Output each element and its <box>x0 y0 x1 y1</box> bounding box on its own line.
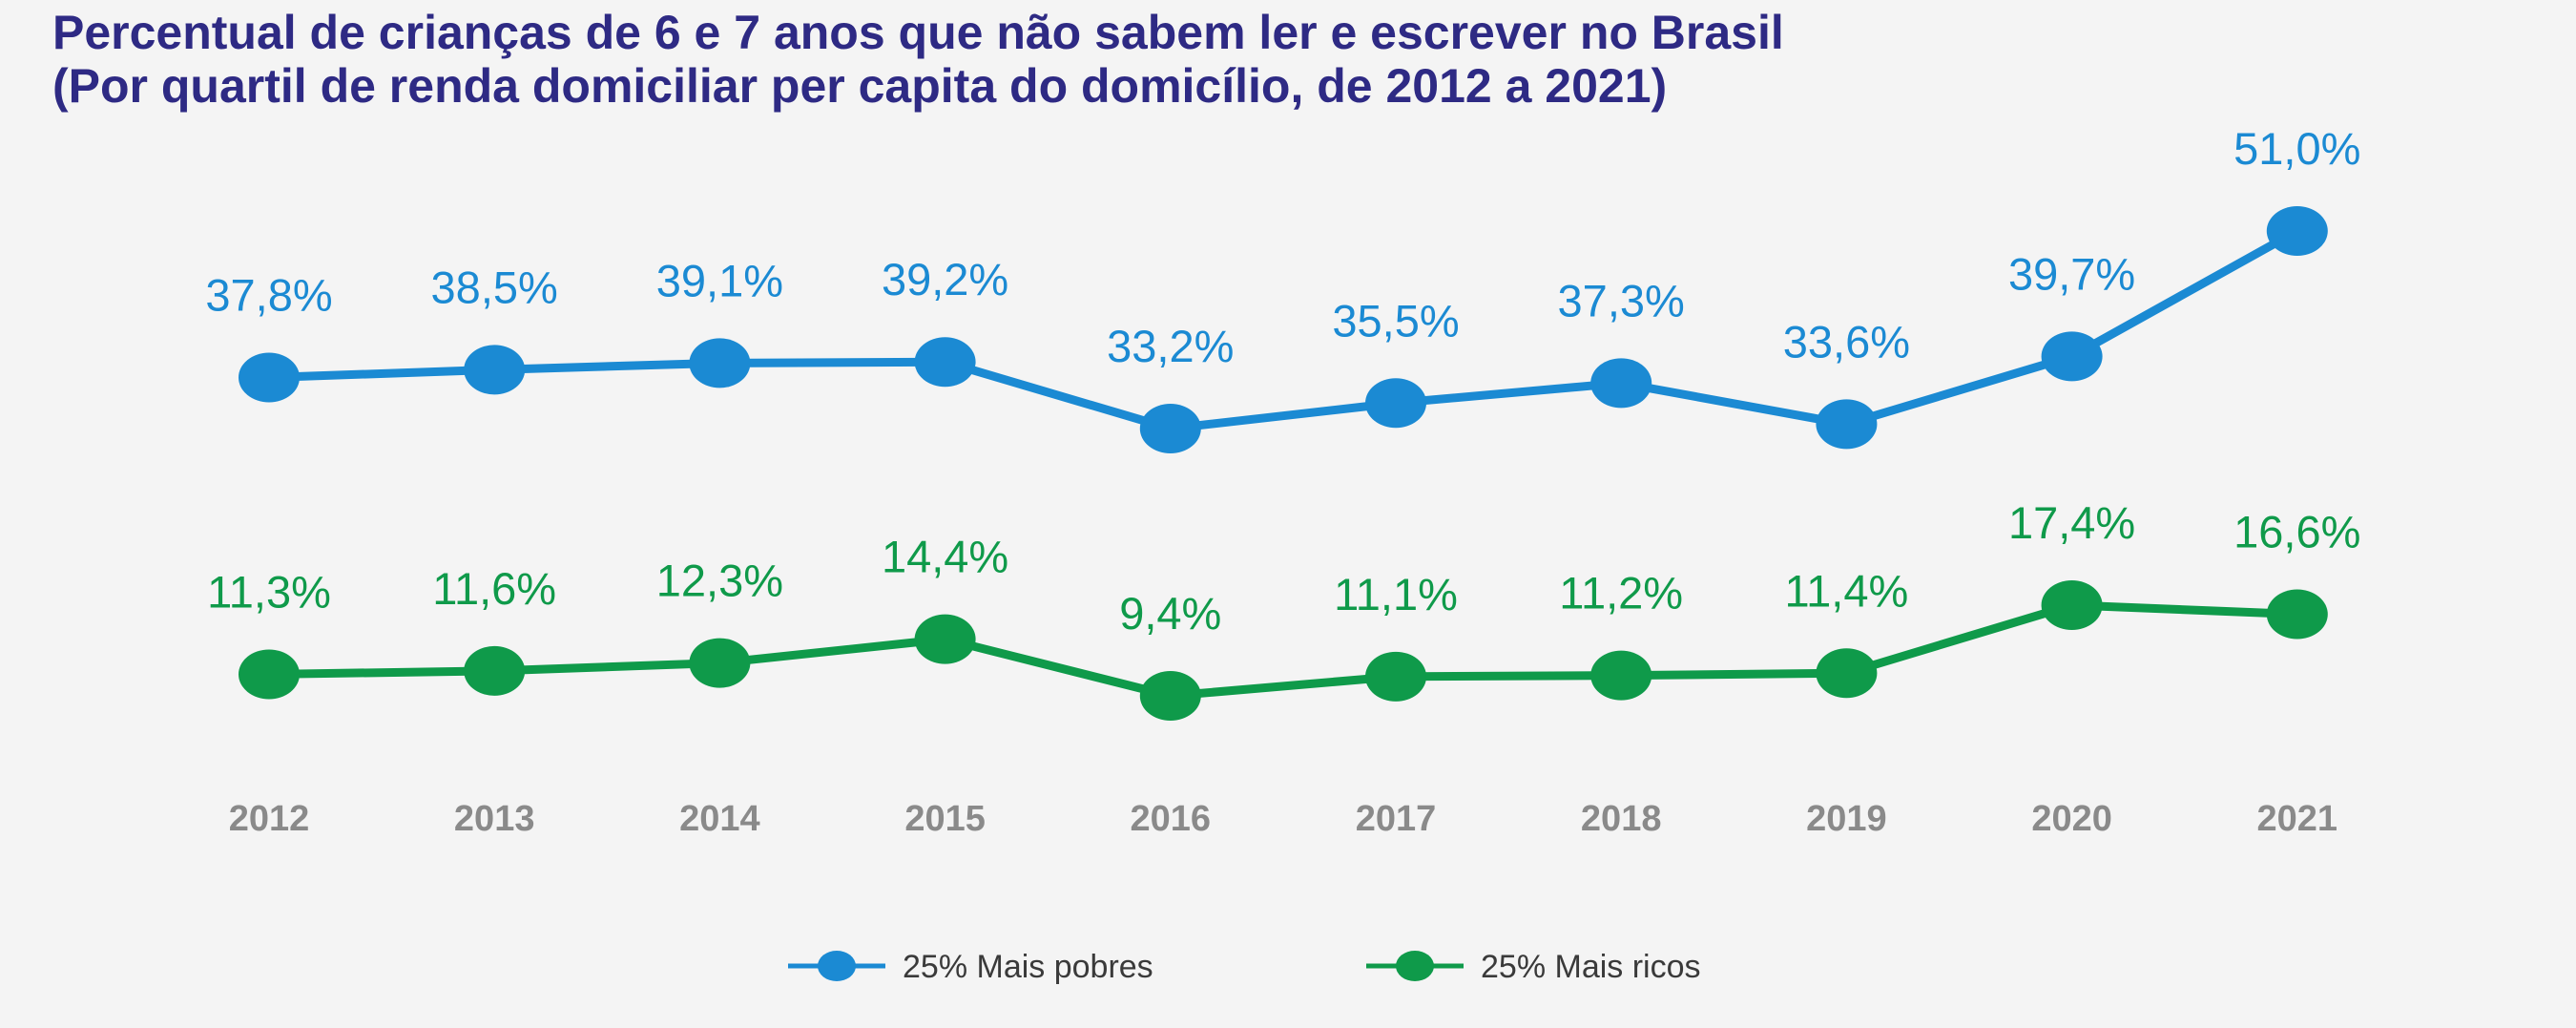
series-2: 11,3% 11,6% 12,3% 14,4% 9,4% 11,1% 11,2% 11,4% 1… <box>207 497 2360 721</box>
data-label: 16,6% <box>2233 507 2360 557</box>
data-point <box>464 345 526 395</box>
data-label: 38,5% <box>431 262 558 312</box>
data-point <box>914 614 976 664</box>
data-point <box>2266 589 2328 640</box>
legend-label: 25% Mais pobres <box>903 949 1153 985</box>
data-point <box>239 649 300 700</box>
data-point <box>1590 650 1652 701</box>
data-label: 17,4% <box>2008 497 2135 548</box>
data-point <box>1139 404 1201 453</box>
legend-label: 25% Mais ricos <box>1481 949 1701 985</box>
data-label: 39,1% <box>656 255 783 305</box>
data-label: 33,6% <box>1783 316 1910 367</box>
legend-marker <box>1396 951 1434 981</box>
data-label: 37,3% <box>1558 275 1685 325</box>
data-point <box>1816 399 1878 450</box>
series-layer: 37,8% 38,5% 39,1% 39,2% 33,2% 35,5% 37,3% 33,6%… <box>205 123 2360 721</box>
chart-subtitle: (Por quartil de renda domiciliar per cap… <box>52 59 1668 113</box>
data-point <box>239 352 300 403</box>
data-point <box>2266 206 2328 256</box>
data-point <box>1816 648 1878 699</box>
data-point <box>1590 358 1652 409</box>
data-label: 11,4% <box>1785 565 1909 616</box>
series-line <box>264 226 2302 433</box>
data-label: 12,3% <box>656 556 783 606</box>
data-point <box>1365 651 1426 702</box>
legend-marker <box>818 951 856 981</box>
data-point <box>464 645 526 696</box>
x-tick-label: 2018 <box>1581 799 1662 839</box>
data-label: 33,2% <box>1107 321 1234 371</box>
series-1: 37,8% 38,5% 39,1% 39,2% 33,2% 35,5% 37,3% 33,6%… <box>205 123 2360 453</box>
x-tick-label: 2015 <box>904 799 986 839</box>
data-point <box>689 338 751 388</box>
data-label: 39,2% <box>882 254 1008 304</box>
x-tick-label: 2019 <box>1806 799 1887 839</box>
series-line <box>264 600 2302 701</box>
x-tick-label: 2014 <box>679 799 760 839</box>
data-point <box>2041 580 2103 630</box>
x-tick-label: 2017 <box>1356 799 1437 839</box>
data-label: 11,6% <box>432 563 556 614</box>
data-label: 37,8% <box>205 270 332 321</box>
data-label: 14,4% <box>882 532 1008 582</box>
data-point <box>2041 331 2103 382</box>
data-label: 11,2% <box>1559 568 1683 619</box>
x-tick-label: 2021 <box>2257 799 2338 839</box>
x-tick-label: 2016 <box>1131 799 1212 839</box>
legend-item-2: 25% Mais ricos <box>1366 949 1701 985</box>
data-point <box>1139 671 1201 721</box>
legend: 25% Mais pobres 25% Mais ricos <box>788 949 1701 985</box>
chart-title: Percentual de crianças de 6 e 7 anos que… <box>52 6 1784 59</box>
data-point <box>914 337 976 388</box>
data-label: 11,1% <box>1334 569 1458 619</box>
data-label: 51,0% <box>2233 123 2360 174</box>
data-point <box>1365 378 1426 429</box>
x-tick-label: 2020 <box>2031 799 2112 839</box>
data-label: 35,5% <box>1332 295 1459 346</box>
data-label: 9,4% <box>1119 588 1221 639</box>
legend-item-1: 25% Mais pobres <box>788 949 1153 985</box>
data-label: 39,7% <box>2008 248 2135 299</box>
data-point <box>689 638 751 688</box>
x-tick-label: 2013 <box>454 799 535 839</box>
x-axis-labels: 2012 2013 2014 2015 2016 2017 2018 2019 2020 2021 <box>229 799 2337 839</box>
x-tick-label: 2012 <box>229 799 310 839</box>
data-label: 11,3% <box>207 566 331 617</box>
